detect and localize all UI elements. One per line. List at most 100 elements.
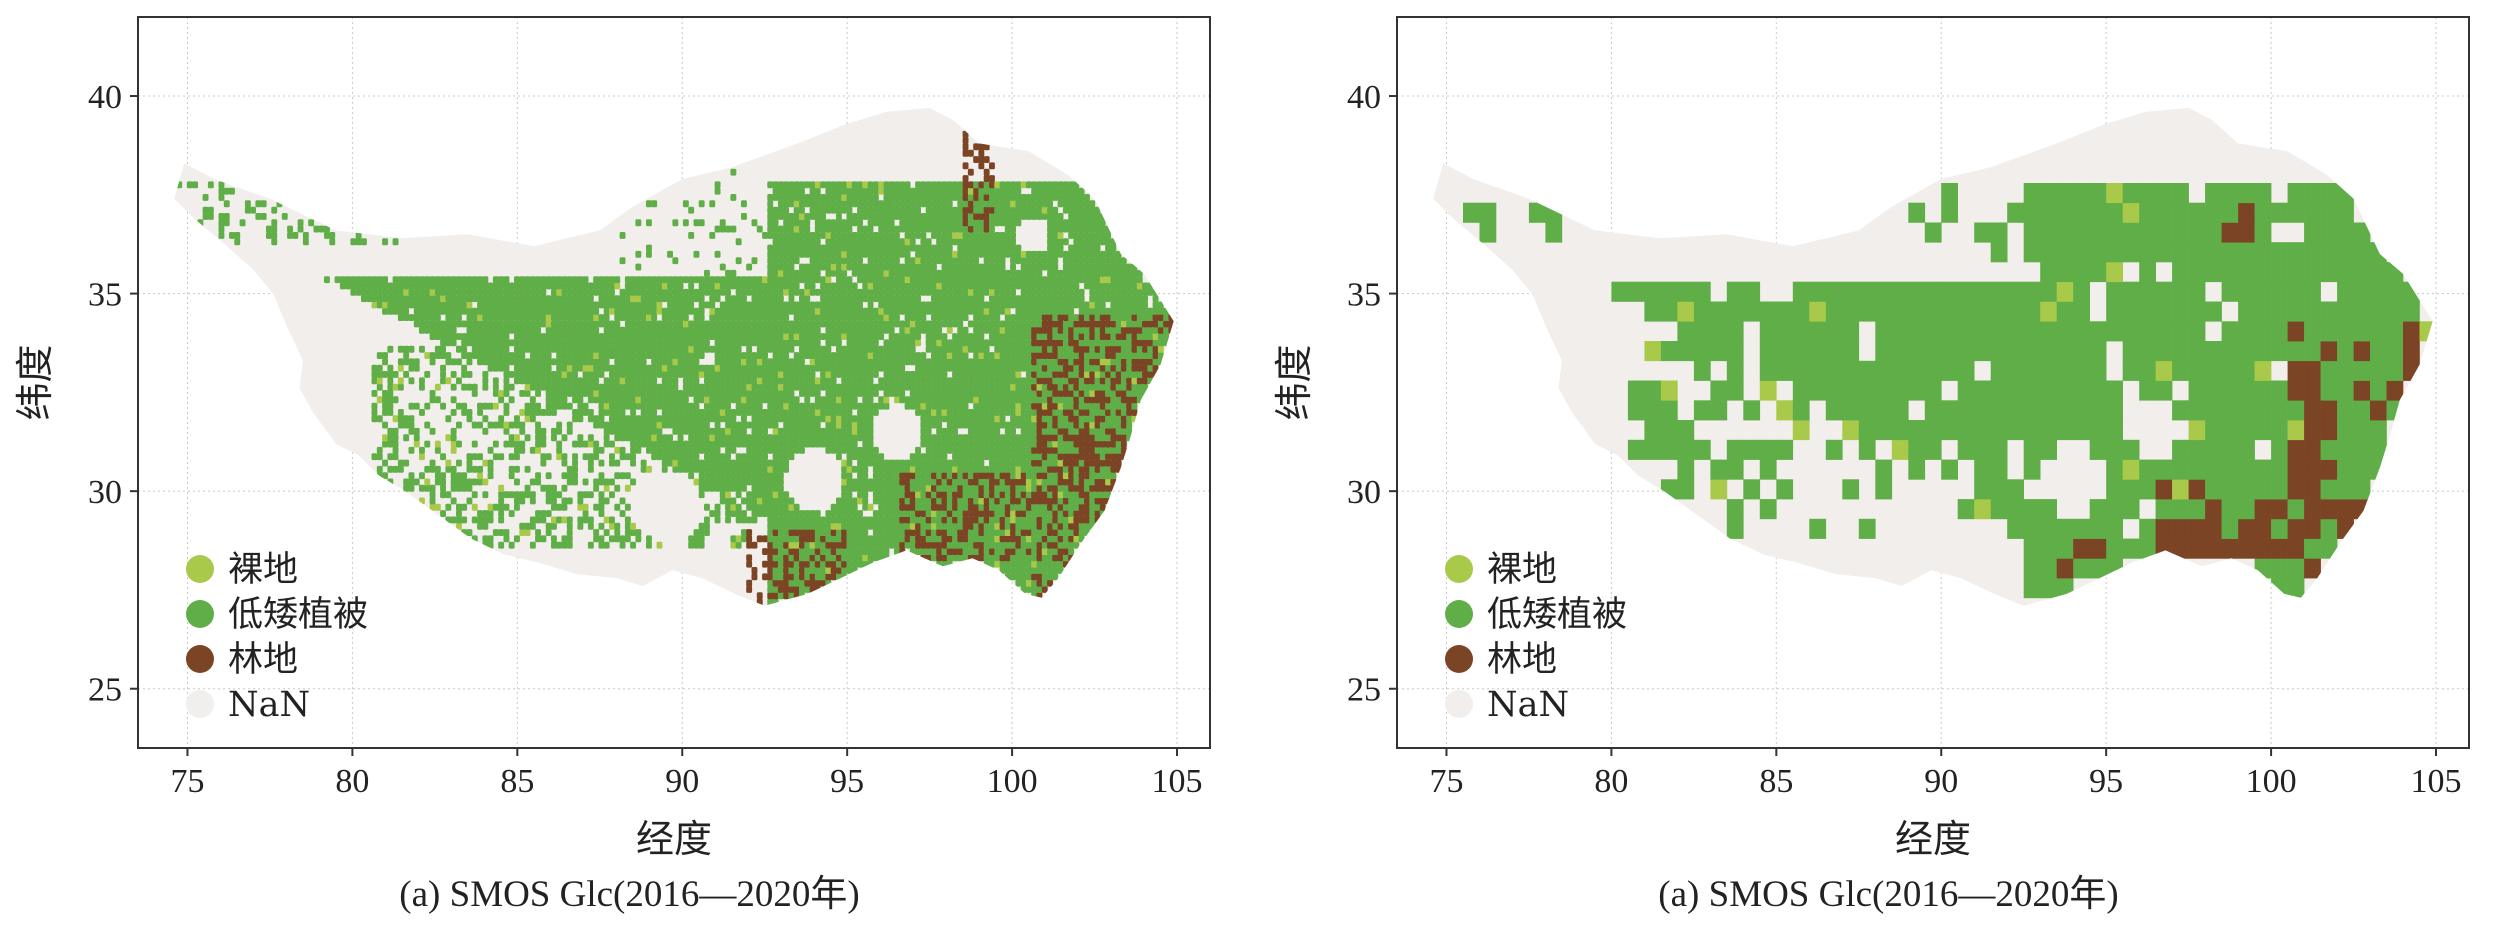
cell-veg bbox=[603, 326, 610, 334]
cell-veg bbox=[804, 409, 811, 416]
cell-veg bbox=[656, 427, 663, 435]
cell-veg bbox=[440, 352, 446, 359]
cell-veg bbox=[957, 415, 964, 423]
cell-veg bbox=[624, 352, 631, 359]
cell-veg bbox=[867, 478, 874, 486]
cell-veg bbox=[735, 421, 742, 429]
cell-veg bbox=[593, 326, 600, 334]
cell-veg bbox=[814, 522, 821, 530]
cell-veg bbox=[909, 269, 916, 277]
cell-veg bbox=[836, 339, 842, 347]
cell-bare bbox=[514, 434, 520, 442]
cell-veg bbox=[804, 276, 811, 284]
cell-veg bbox=[624, 377, 631, 385]
cell-veg bbox=[936, 295, 943, 303]
cell-veg bbox=[825, 181, 832, 189]
cell-veg bbox=[894, 250, 900, 258]
cell-veg bbox=[941, 282, 948, 290]
cell-veg bbox=[925, 263, 932, 271]
cell-veg bbox=[909, 295, 916, 303]
cell-veg bbox=[983, 320, 990, 328]
cell-veg bbox=[624, 364, 631, 372]
cell-veg bbox=[751, 333, 758, 340]
cell-veg bbox=[508, 288, 515, 296]
cell-veg bbox=[862, 390, 869, 397]
cell-veg bbox=[466, 371, 473, 378]
cell-veg bbox=[946, 194, 953, 201]
cell-veg bbox=[646, 415, 652, 423]
cell-veg bbox=[324, 232, 330, 239]
cell-veg bbox=[1004, 276, 1011, 284]
cell-veg bbox=[878, 238, 885, 246]
cell-veg bbox=[904, 194, 911, 201]
cell-veg bbox=[582, 516, 589, 524]
cell-veg bbox=[867, 219, 874, 227]
cell-veg bbox=[867, 364, 874, 372]
cell-veg bbox=[989, 238, 995, 246]
cell-veg bbox=[967, 465, 974, 473]
cell-veg bbox=[440, 301, 446, 309]
cell-veg bbox=[640, 320, 647, 328]
cell-veg bbox=[925, 396, 932, 404]
cell-forest bbox=[973, 516, 980, 524]
cell-veg bbox=[772, 187, 779, 195]
cell-veg bbox=[1010, 206, 1016, 214]
cell-veg bbox=[487, 282, 494, 290]
cell-veg bbox=[751, 301, 758, 309]
cell-veg bbox=[587, 459, 594, 467]
cell-veg bbox=[461, 503, 468, 511]
cell-veg bbox=[967, 390, 974, 397]
cell-veg bbox=[746, 282, 753, 290]
cell-veg bbox=[936, 434, 943, 442]
cell-veg bbox=[857, 250, 863, 258]
cell-veg bbox=[973, 497, 980, 505]
cell-veg bbox=[1010, 244, 1016, 252]
cell-veg bbox=[551, 288, 557, 296]
cell-veg bbox=[529, 295, 536, 303]
cell-veg bbox=[825, 301, 832, 309]
cell-veg bbox=[741, 453, 747, 461]
cell-veg bbox=[946, 465, 953, 473]
cell-veg bbox=[830, 250, 837, 258]
cell-veg bbox=[741, 421, 747, 429]
cell-veg bbox=[952, 288, 958, 296]
cell-forest bbox=[825, 573, 832, 581]
cell-veg bbox=[682, 371, 689, 378]
cell-veg bbox=[878, 453, 885, 461]
cell-veg bbox=[772, 219, 779, 227]
cell-veg bbox=[836, 295, 842, 303]
cell-veg bbox=[482, 541, 489, 549]
cell-veg bbox=[741, 415, 747, 423]
cell-forest bbox=[989, 510, 995, 517]
cell-veg bbox=[836, 516, 842, 524]
cell-veg bbox=[693, 409, 700, 416]
cell-forest bbox=[983, 143, 990, 151]
cell-veg bbox=[946, 440, 953, 448]
cell-veg bbox=[857, 263, 863, 271]
cell-veg bbox=[962, 257, 969, 265]
cell-veg bbox=[582, 352, 589, 359]
cell-veg bbox=[471, 465, 478, 473]
cell-veg bbox=[719, 491, 726, 499]
cell-veg bbox=[619, 510, 626, 517]
cell-forest bbox=[820, 535, 826, 543]
cell-veg bbox=[878, 377, 885, 385]
cell-bare bbox=[382, 301, 388, 309]
cell-bare bbox=[519, 409, 526, 416]
cell-veg bbox=[735, 453, 742, 461]
cell-veg bbox=[730, 307, 737, 315]
cell-veg bbox=[682, 288, 689, 296]
cell-veg bbox=[741, 497, 747, 505]
cell-veg bbox=[698, 390, 705, 397]
cell-veg bbox=[1020, 301, 1027, 309]
cell-veg bbox=[983, 541, 990, 549]
cell-bare bbox=[434, 440, 441, 448]
cell-forest bbox=[962, 187, 969, 195]
cell-veg bbox=[682, 427, 689, 435]
cell-veg bbox=[894, 200, 900, 208]
cell-veg bbox=[904, 263, 911, 271]
cell-veg bbox=[920, 194, 927, 201]
cell-veg bbox=[582, 409, 589, 416]
cell-veg bbox=[730, 434, 737, 442]
cell-veg bbox=[403, 484, 410, 492]
